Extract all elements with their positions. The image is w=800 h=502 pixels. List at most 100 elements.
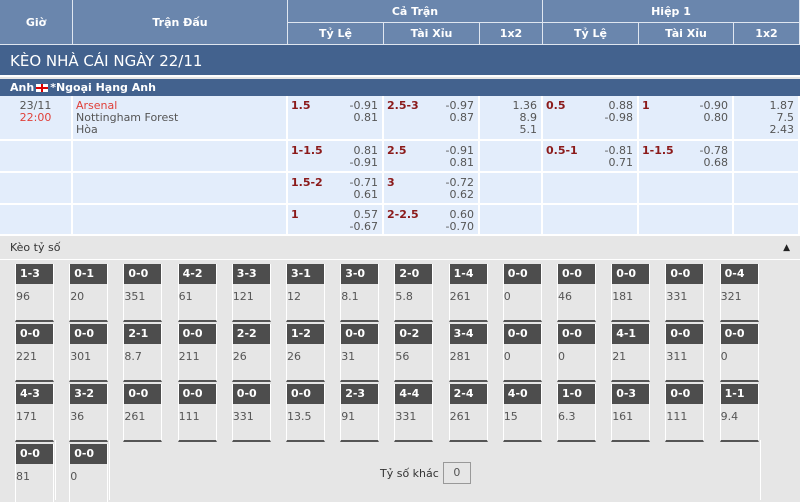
- odds-value[interactable]: 0.87: [449, 111, 475, 124]
- odds-value[interactable]: -0.78: [699, 144, 728, 157]
- match-date: 23/11: [19, 99, 52, 112]
- score-label: 1-3: [16, 264, 53, 284]
- score-cell[interactable]: 4-2 61: [177, 264, 217, 322]
- score-cell[interactable]: 0-0 351: [123, 264, 163, 322]
- score-cell[interactable]: 0-0 46: [557, 264, 596, 322]
- score-cell[interactable]: 0-0 0: [69, 444, 109, 502]
- score-cell[interactable]: 0-0 111: [665, 384, 705, 442]
- odds-value[interactable]: 0.62: [449, 188, 475, 201]
- score-cell[interactable]: 3-2 36: [69, 384, 109, 442]
- score-cell[interactable]: 1-0 6.3: [557, 384, 596, 442]
- odds[interactable]: -0.91 0.81: [350, 100, 378, 124]
- odds-value[interactable]: -0.67: [349, 220, 378, 233]
- odds-1x2[interactable]: 1.87 7.5 2.43: [770, 100, 795, 136]
- league-row[interactable]: Anh *Ngoại Hạng Anh: [0, 79, 800, 96]
- odds-value[interactable]: 0.57: [353, 208, 379, 221]
- score-cell[interactable]: 1-1 9.4: [719, 384, 759, 442]
- score-cell[interactable]: 3-0 8.1: [340, 264, 380, 322]
- away-team[interactable]: Nottingham Forest: [76, 111, 179, 124]
- correct-score-bar[interactable]: Kèo tỷ số ▲: [0, 236, 800, 260]
- score-cell[interactable]: 4-3 171: [15, 384, 54, 442]
- odds-value[interactable]: 8.9: [519, 111, 538, 124]
- score-cell[interactable]: 2-2 26: [231, 324, 271, 382]
- odds-value[interactable]: 1.87: [769, 99, 795, 112]
- score-cell[interactable]: 0-0 211: [177, 324, 217, 382]
- score-cell[interactable]: 1-2 26: [286, 324, 325, 382]
- odds-value[interactable]: -0.98: [604, 111, 633, 124]
- score-label: 3-3: [232, 264, 270, 284]
- odds-value[interactable]: 5.1: [519, 123, 538, 136]
- score-cell[interactable]: 0-0 221: [15, 324, 54, 382]
- score-cell[interactable]: 0-0 311: [665, 324, 705, 382]
- odds-value[interactable]: 1.36: [512, 99, 538, 112]
- score-cell[interactable]: 0-0 0: [557, 324, 596, 382]
- score-cell[interactable]: 4-0 15: [502, 384, 542, 442]
- odds-value[interactable]: -0.72: [445, 176, 474, 189]
- odds-value[interactable]: -0.91: [349, 99, 378, 112]
- score-cell[interactable]: 0-4 321: [719, 264, 759, 322]
- odds[interactable]: 0.60 -0.70: [446, 209, 474, 233]
- odds[interactable]: -0.97 0.87: [446, 100, 474, 124]
- odds-value[interactable]: 2.43: [769, 123, 795, 136]
- score-cell[interactable]: 0-0 0: [502, 264, 542, 322]
- score-cell[interactable]: 0-0 261: [123, 384, 163, 442]
- score-cell[interactable]: 0-0 111: [177, 384, 217, 442]
- score-cell[interactable]: 2-3 91: [340, 384, 380, 442]
- odds[interactable]: 0.88 -0.98: [605, 100, 633, 124]
- score-cell[interactable]: 0-3 161: [611, 384, 651, 442]
- odds-value[interactable]: -0.97: [445, 99, 474, 112]
- score-cell[interactable]: 3-1 12: [286, 264, 325, 322]
- odds-value[interactable]: -0.81: [604, 144, 633, 157]
- score-cell[interactable]: 0-1 20: [69, 264, 109, 322]
- score-cell[interactable]: 4-4 331: [394, 384, 434, 442]
- score-cell[interactable]: 1-4 261: [448, 264, 488, 322]
- score-cell[interactable]: 0-0 13.5: [286, 384, 325, 442]
- odds[interactable]: 0.81 -0.91: [350, 145, 378, 169]
- odds-value[interactable]: 0.80: [703, 111, 729, 124]
- odds-1x2[interactable]: 1.36 8.9 5.1: [513, 100, 538, 136]
- score-cell[interactable]: 2-1 8.7: [123, 324, 163, 382]
- score-cell[interactable]: 0-0 181: [611, 264, 651, 322]
- odds[interactable]: -0.71 0.61: [350, 177, 378, 201]
- odds-value[interactable]: 7.5: [776, 111, 795, 124]
- odds-value[interactable]: -0.90: [699, 99, 728, 112]
- odds[interactable]: -0.91 0.81: [446, 145, 474, 169]
- score-label: 3-2: [70, 384, 108, 404]
- odds[interactable]: -0.81 0.71: [605, 145, 633, 169]
- odds-value[interactable]: 0.81: [353, 144, 379, 157]
- score-cell[interactable]: 0-2 56: [394, 324, 434, 382]
- score-cell[interactable]: 3-3 121: [231, 264, 271, 322]
- score-cell[interactable]: 0-0 0: [502, 324, 542, 382]
- score-cell[interactable]: 0-0 301: [69, 324, 109, 382]
- score-cell[interactable]: 0-0 331: [231, 384, 271, 442]
- triangle-up-icon[interactable]: ▲: [783, 243, 790, 253]
- score-cell[interactable]: 3-4 281: [448, 324, 488, 382]
- odds-value[interactable]: 0.88: [608, 99, 634, 112]
- h1-ou-line: 1-1.5: [642, 144, 674, 157]
- score-cell[interactable]: 4-1 21: [611, 324, 651, 382]
- score-cell[interactable]: 0-0 31: [340, 324, 380, 382]
- odds-value[interactable]: -0.91: [445, 144, 474, 157]
- odds[interactable]: -0.72 0.62: [446, 177, 474, 201]
- score-label: 0-3: [612, 384, 650, 404]
- score-cell[interactable]: 1-3 96: [15, 264, 54, 322]
- score-cell[interactable]: 2-4 261: [448, 384, 488, 442]
- header-ft-1x2: 1x2: [480, 23, 543, 45]
- score-cell[interactable]: 0-0 0: [719, 324, 759, 382]
- score-cell[interactable]: 0-0 331: [665, 264, 705, 322]
- odds-value[interactable]: 0.61: [353, 188, 379, 201]
- odds-value[interactable]: -0.71: [349, 176, 378, 189]
- odds-value[interactable]: -0.91: [349, 156, 378, 169]
- odds-value[interactable]: 0.81: [353, 111, 379, 124]
- score-cell[interactable]: 2-0 5.8: [394, 264, 434, 322]
- home-team[interactable]: Arsenal: [76, 99, 118, 112]
- odds-value[interactable]: 0.60: [449, 208, 475, 221]
- odds-value[interactable]: 0.71: [608, 156, 634, 169]
- odds[interactable]: -0.78 0.68: [700, 145, 728, 169]
- odds[interactable]: 0.57 -0.67: [350, 209, 378, 233]
- odds[interactable]: -0.90 0.80: [700, 100, 728, 124]
- odds-value[interactable]: 0.81: [449, 156, 475, 169]
- odds-value[interactable]: 0.68: [703, 156, 729, 169]
- odds-value[interactable]: -0.70: [445, 220, 474, 233]
- score-cell[interactable]: 0-0 81: [15, 444, 54, 502]
